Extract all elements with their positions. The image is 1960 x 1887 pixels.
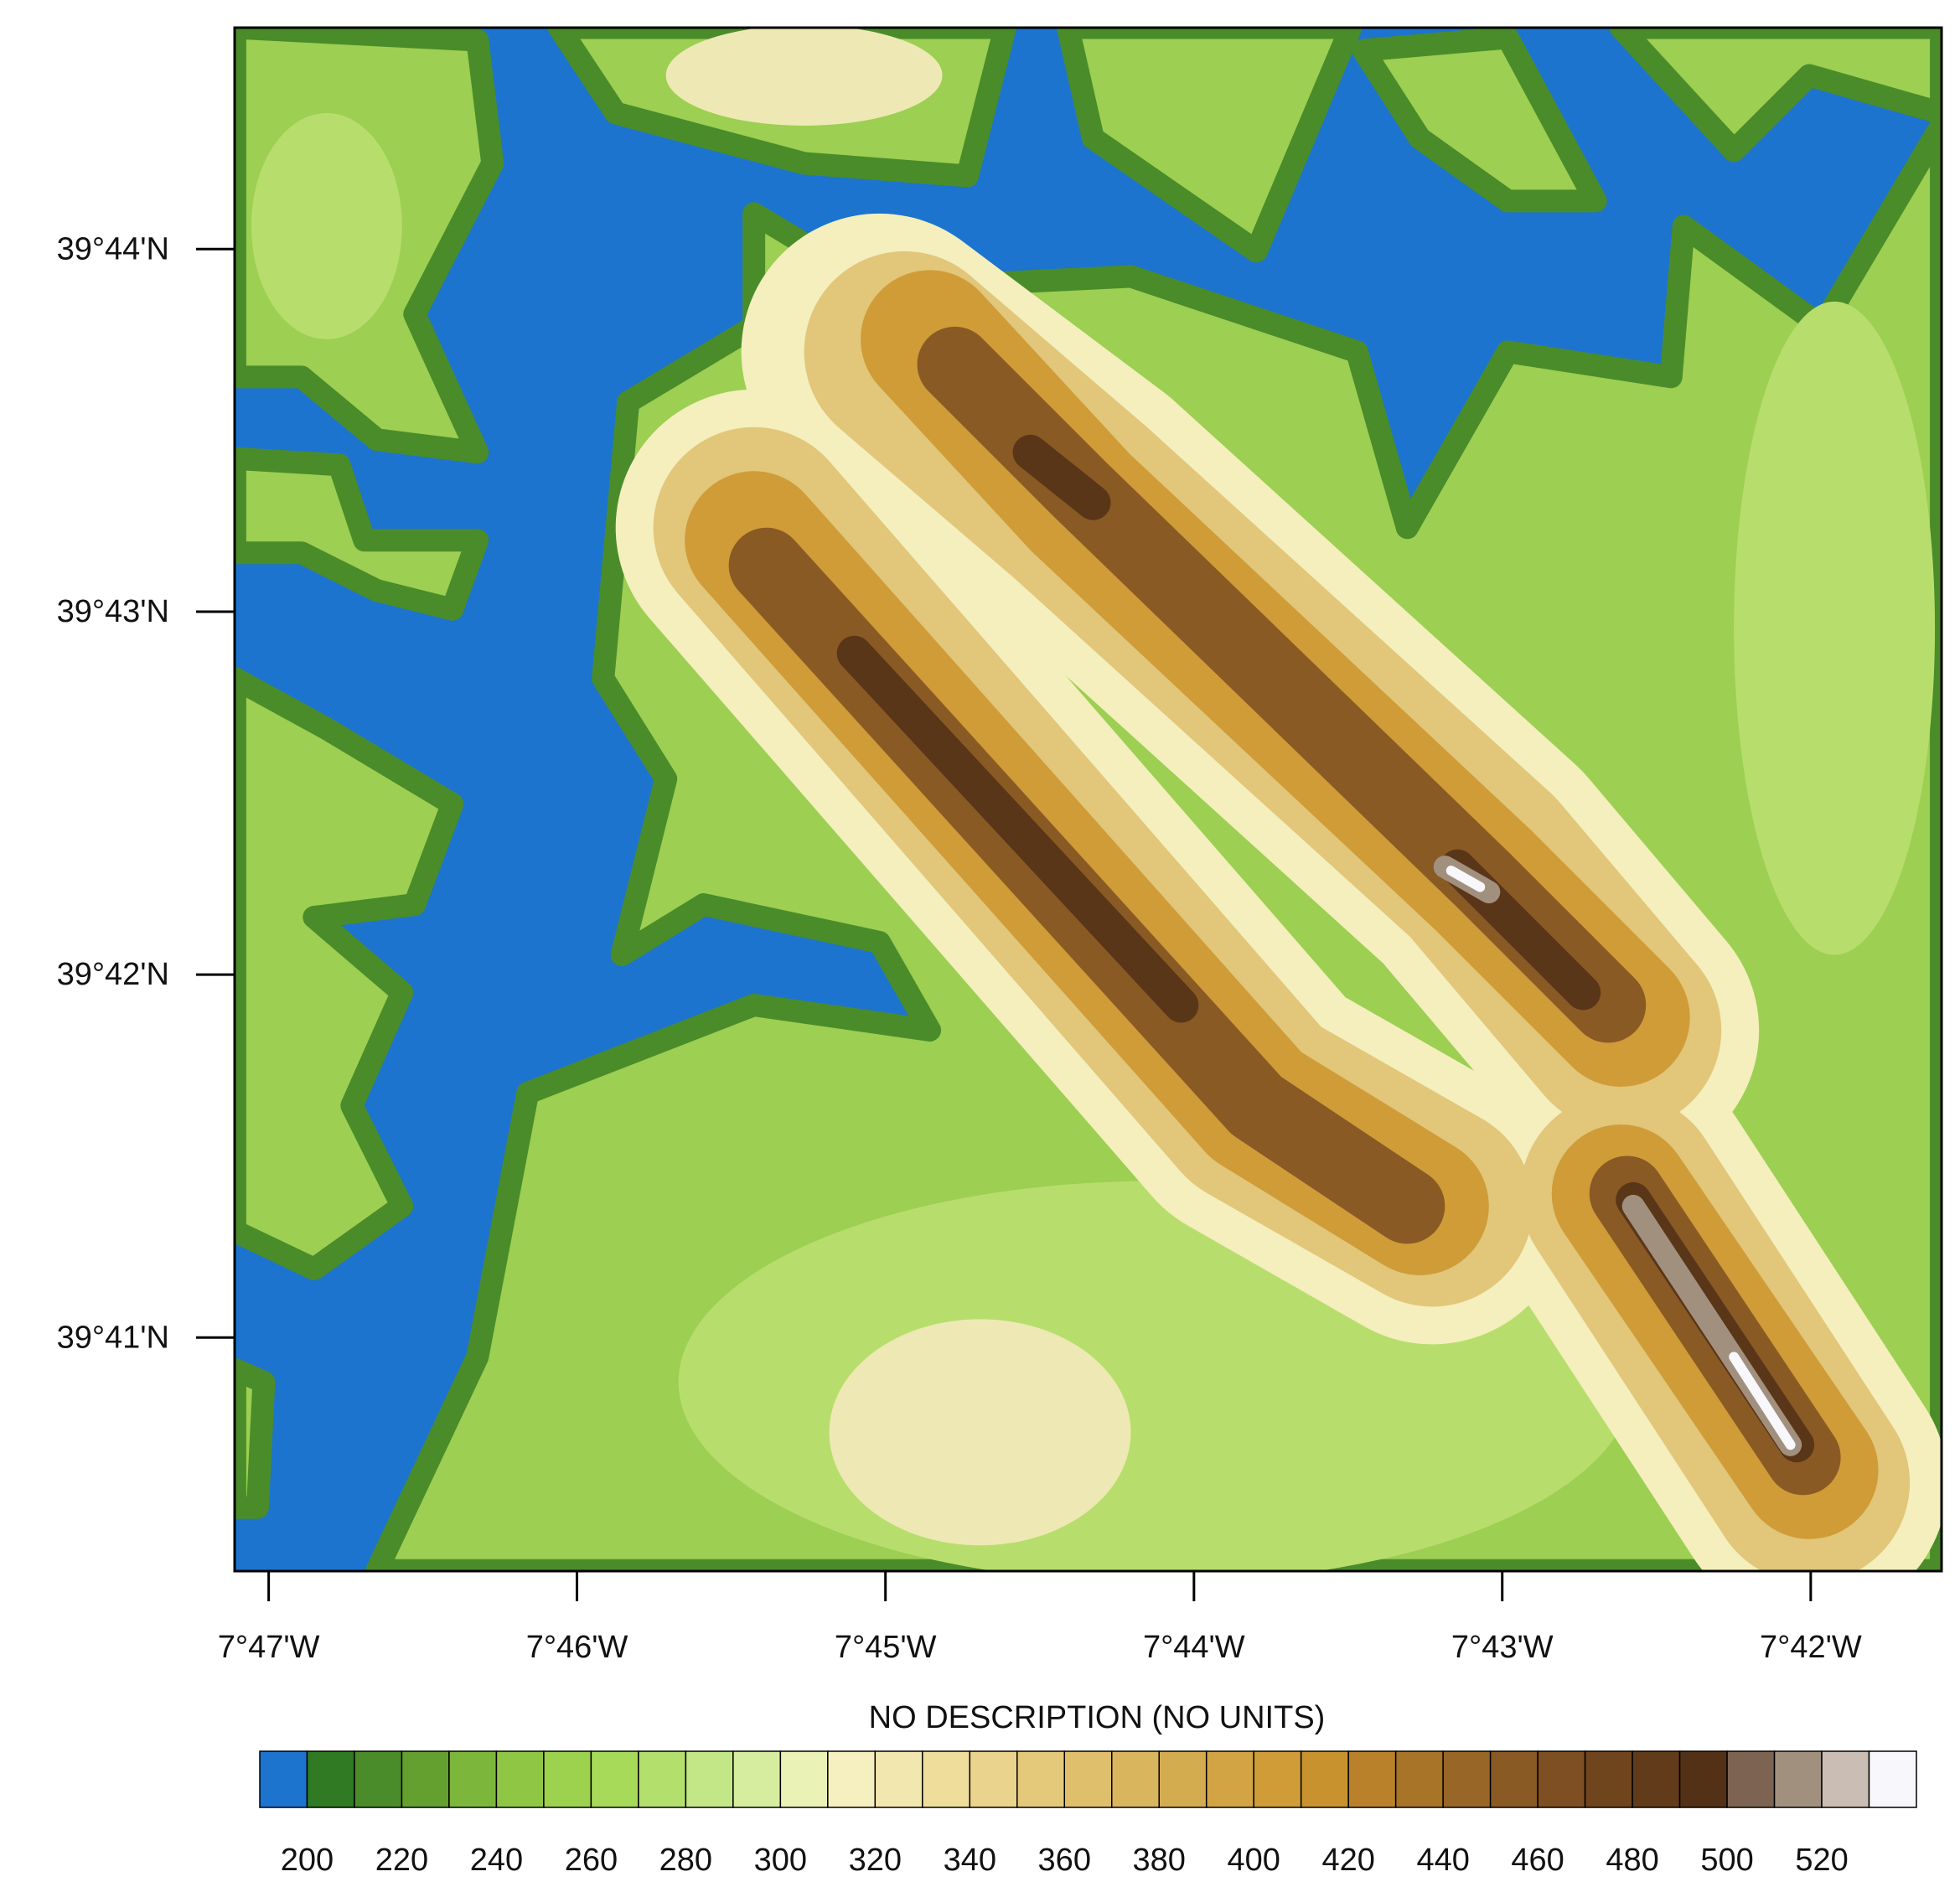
colorbar-box bbox=[1632, 1750, 1681, 1808]
terrain bbox=[235, 27, 1942, 1571]
map-frame bbox=[233, 26, 1943, 1573]
colorbar-label: 380 bbox=[1133, 1843, 1186, 1878]
colorbar-box bbox=[1678, 1750, 1728, 1808]
colorbar-label: 320 bbox=[849, 1843, 902, 1878]
colorbar-label: 340 bbox=[944, 1843, 996, 1878]
y-tick-label: 39°42'N bbox=[57, 957, 169, 992]
colorbar-label: 260 bbox=[565, 1843, 618, 1878]
colorbar-box bbox=[1253, 1750, 1302, 1808]
colorbar-box bbox=[685, 1750, 734, 1808]
x-tick-label: 7°47'W bbox=[218, 1630, 320, 1665]
x-tick-label: 7°42'W bbox=[1760, 1630, 1862, 1665]
y-tick-label: 39°43'N bbox=[57, 594, 169, 629]
colorbar-box bbox=[448, 1750, 498, 1808]
colorbar-box bbox=[922, 1750, 971, 1808]
colorbar-box bbox=[543, 1750, 592, 1808]
colorbar-box bbox=[638, 1750, 687, 1808]
colorbar-label: 220 bbox=[375, 1843, 428, 1878]
colorbar-box bbox=[1016, 1750, 1066, 1808]
colorbar-box bbox=[1726, 1750, 1776, 1808]
colorbar-label: 520 bbox=[1795, 1843, 1848, 1878]
colorbar-box bbox=[259, 1750, 308, 1808]
colorbar-label: 360 bbox=[1038, 1843, 1091, 1878]
colorbar-label: 420 bbox=[1321, 1843, 1374, 1878]
upland bbox=[665, 27, 1131, 1546]
colorbar-box bbox=[306, 1750, 355, 1808]
colorbar-box bbox=[1442, 1750, 1492, 1808]
y-tick-label: 39°41'N bbox=[57, 1320, 169, 1355]
colorbar-label: 460 bbox=[1511, 1843, 1564, 1878]
colorbar-box bbox=[1821, 1750, 1870, 1808]
colorbar-box bbox=[1205, 1750, 1254, 1808]
colorbar-box bbox=[495, 1750, 545, 1808]
colorbar-box bbox=[1158, 1750, 1208, 1808]
colorbar-label: 280 bbox=[659, 1843, 712, 1878]
y-tick-label: 39°44'N bbox=[57, 231, 169, 266]
colorbar-label: 480 bbox=[1606, 1843, 1658, 1878]
colorbar-box bbox=[1063, 1750, 1113, 1808]
colorbar-box bbox=[1110, 1750, 1160, 1808]
colorbar-box bbox=[590, 1750, 639, 1808]
colorbar-box bbox=[1584, 1750, 1633, 1808]
x-tick-label: 7°45'W bbox=[835, 1630, 937, 1665]
x-tick-label: 7°43'W bbox=[1451, 1630, 1554, 1665]
colorbar-box bbox=[969, 1750, 1018, 1808]
colorbar-label: 240 bbox=[470, 1843, 523, 1878]
colorbar-box bbox=[1347, 1750, 1397, 1808]
colorbar-box bbox=[732, 1750, 782, 1808]
colorbar-box bbox=[1537, 1750, 1586, 1808]
colorbar-box bbox=[354, 1750, 403, 1808]
ridges bbox=[615, 213, 1942, 1571]
colorbar-label: 440 bbox=[1416, 1843, 1469, 1878]
colorbar-box bbox=[1489, 1750, 1539, 1808]
colorbar-box bbox=[401, 1750, 450, 1808]
x-tick-label: 7°44'W bbox=[1143, 1630, 1245, 1665]
colorbar-label: 500 bbox=[1700, 1843, 1753, 1878]
colorbar-box bbox=[1300, 1750, 1349, 1808]
colorbar-label: 400 bbox=[1227, 1843, 1280, 1878]
colorbar-box bbox=[1773, 1750, 1823, 1808]
colorbar-box bbox=[827, 1750, 877, 1808]
colorbar-box bbox=[874, 1750, 923, 1808]
colorbar-box bbox=[1868, 1750, 1917, 1808]
colorbar-label: 300 bbox=[754, 1843, 807, 1878]
x-tick-label: 7°46'W bbox=[526, 1630, 628, 1665]
colorbar-box bbox=[779, 1750, 829, 1808]
colorbar-title: NO DESCRIPTION (NO UNITS) bbox=[869, 1700, 1326, 1735]
colorbar-label: 200 bbox=[281, 1843, 334, 1878]
colorbar-box bbox=[1394, 1750, 1444, 1808]
